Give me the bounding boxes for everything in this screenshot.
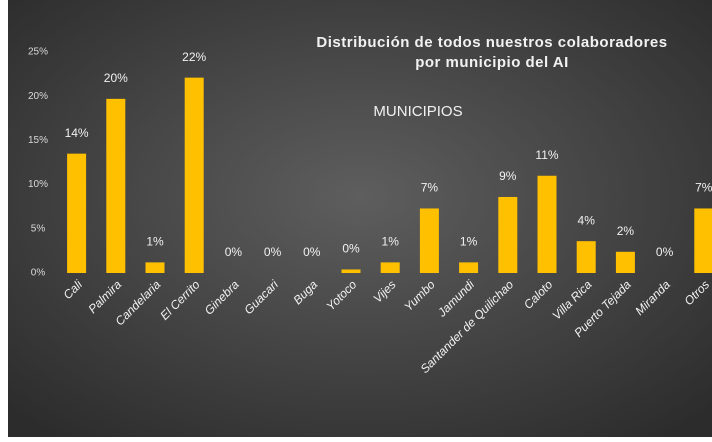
chart-subtitle: MUNICIPIOS [373, 103, 462, 120]
data-label: 1% [382, 235, 400, 249]
bar [576, 241, 596, 273]
y-tick-label: 20% [28, 91, 48, 102]
bar [341, 269, 361, 273]
bar [380, 262, 400, 273]
data-label: 2% [617, 224, 635, 238]
bar [694, 208, 712, 273]
bar [498, 196, 518, 273]
data-label: 22% [182, 50, 206, 64]
y-tick-label: 5% [31, 223, 46, 234]
chart-title: por municipio del AI [415, 54, 569, 71]
data-label: 0% [342, 242, 360, 256]
bar [184, 77, 204, 273]
data-label: 7% [695, 181, 712, 195]
bar [537, 175, 557, 273]
data-label: 1% [460, 235, 478, 249]
data-label: 7% [421, 181, 439, 195]
data-label: 11% [535, 148, 558, 162]
y-tick-label: 10% [28, 179, 48, 190]
bar [145, 262, 165, 273]
data-label: 0% [656, 245, 674, 259]
data-label: 0% [303, 245, 321, 259]
bar [459, 262, 479, 273]
y-tick-label: 15% [28, 135, 48, 146]
data-label: 0% [264, 245, 282, 259]
data-label: 20% [104, 71, 128, 85]
data-label: 14% [65, 126, 89, 140]
y-tick-label: 0% [31, 268, 46, 279]
y-tick-label: 25% [28, 47, 48, 58]
data-label: 0% [225, 245, 243, 259]
data-label: 9% [499, 169, 517, 183]
chart-background [8, 0, 712, 437]
data-label: 1% [146, 235, 164, 249]
bar [615, 251, 635, 273]
data-label: 4% [578, 213, 596, 227]
bar [67, 153, 87, 273]
bar [419, 208, 439, 273]
bar [106, 98, 126, 274]
chart-title: Distribución de todos nuestros colaborad… [316, 34, 667, 51]
